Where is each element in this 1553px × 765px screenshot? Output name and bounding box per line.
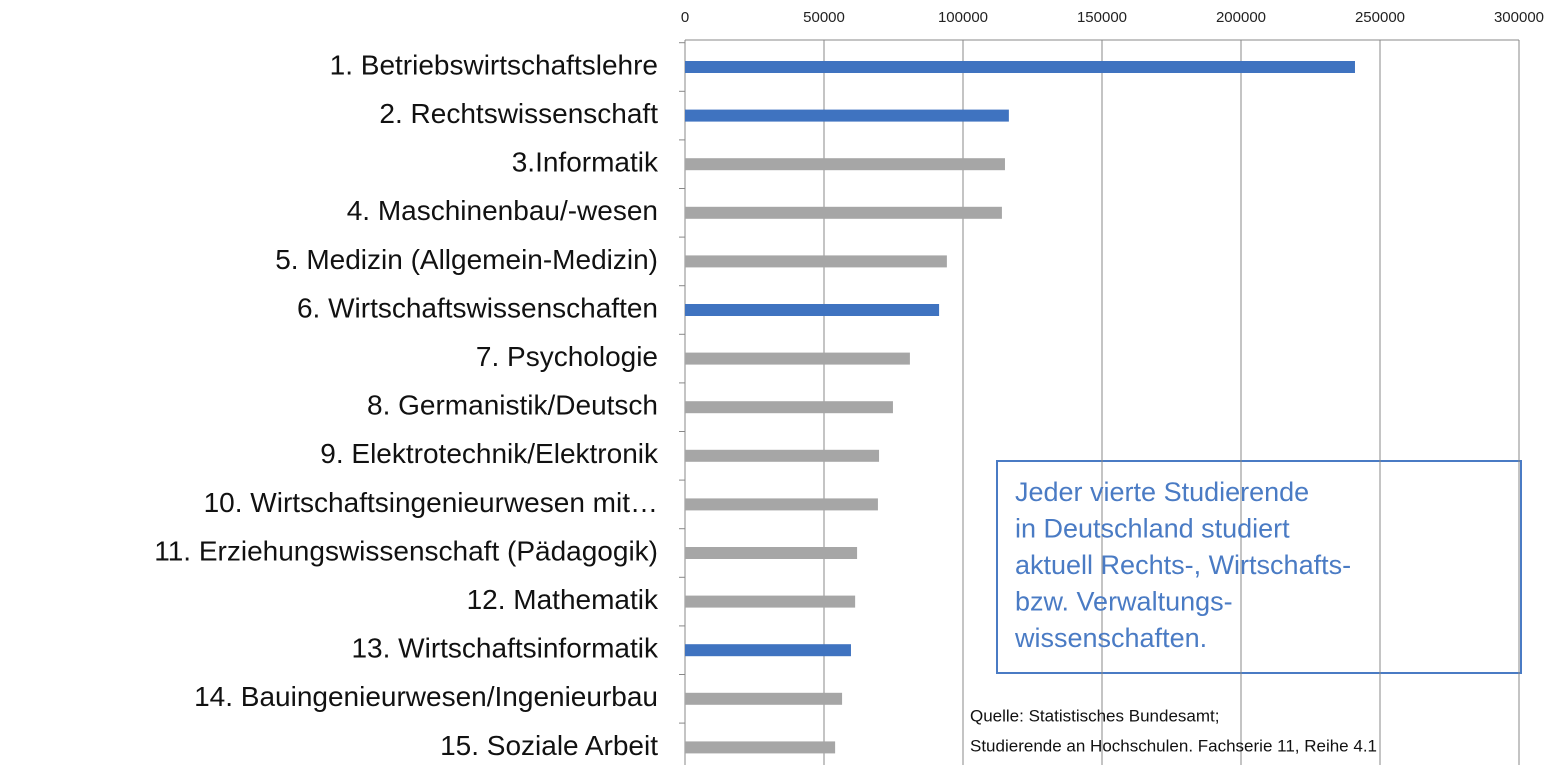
- x-tick-label: 300000: [1494, 9, 1544, 26]
- bar: [685, 352, 910, 365]
- annotation-line: wissenschaften.: [1014, 623, 1207, 653]
- bar: [685, 644, 851, 657]
- source-line: Quelle: Statistisches Bundesamt;: [970, 706, 1219, 725]
- y-tick-label: 15. Soziale Arbeit: [440, 730, 658, 761]
- bar: [685, 498, 878, 511]
- annotation-line: Jeder vierte Studierende: [1015, 477, 1309, 507]
- annotation-line: aktuell Rechts-, Wirtschafts-: [1015, 550, 1351, 580]
- bar: [685, 595, 856, 608]
- x-tick-label: 200000: [1216, 9, 1266, 26]
- x-tick-label: 50000: [803, 9, 845, 26]
- x-tick-label: 150000: [1077, 9, 1127, 26]
- bar: [685, 61, 1355, 73]
- bar: [685, 109, 1009, 122]
- annotation-line: bzw. Verwaltungs-: [1015, 587, 1233, 617]
- x-tick-label: 250000: [1355, 9, 1405, 26]
- y-tick-label: 11. Erziehungswissenschaft (Pädagogik): [154, 535, 658, 566]
- bar: [685, 401, 893, 414]
- y-tick-label: 5. Medizin (Allgemein-Medizin): [275, 244, 658, 275]
- y-tick-label: 14. Bauingenieurwesen/Ingenieurbau: [194, 681, 658, 712]
- y-tick-label: 2. Rechtswissenschaft: [379, 98, 658, 129]
- bar: [685, 741, 836, 754]
- y-tick-label: 10. Wirtschaftsingenieurwesen mit…: [204, 487, 658, 518]
- x-tick-label: 0: [681, 9, 689, 26]
- y-tick-label: 6. Wirtschaftswissenschaften: [297, 292, 658, 323]
- y-tick-label: 7. Psychologie: [476, 341, 658, 372]
- bar: [685, 206, 1002, 219]
- y-tick-label: 1. Betriebswirtschaftslehre: [330, 49, 658, 80]
- bar: [685, 449, 880, 462]
- y-tick-label: 9. Elektrotechnik/Elektronik: [320, 438, 659, 469]
- bar: [685, 158, 1005, 171]
- bar: [685, 304, 940, 316]
- bar: [685, 692, 843, 705]
- y-tick-label: 13. Wirtschaftsinformatik: [351, 633, 659, 664]
- annotation-line: in Deutschland studiert: [1015, 514, 1290, 544]
- y-tick-label: 4. Maschinenbau/-wesen: [347, 195, 658, 226]
- y-tick-label: 3.Informatik: [512, 147, 659, 178]
- bar: [685, 547, 858, 559]
- x-tick-label: 100000: [938, 9, 988, 26]
- y-tick-label: 12. Mathematik: [467, 584, 659, 615]
- y-tick-label: 8. Germanistik/Deutsch: [367, 390, 658, 421]
- annotation-box: [996, 460, 1522, 674]
- bar: [685, 255, 947, 268]
- source-line: Studierende an Hochschulen. Fachserie 11…: [970, 736, 1377, 755]
